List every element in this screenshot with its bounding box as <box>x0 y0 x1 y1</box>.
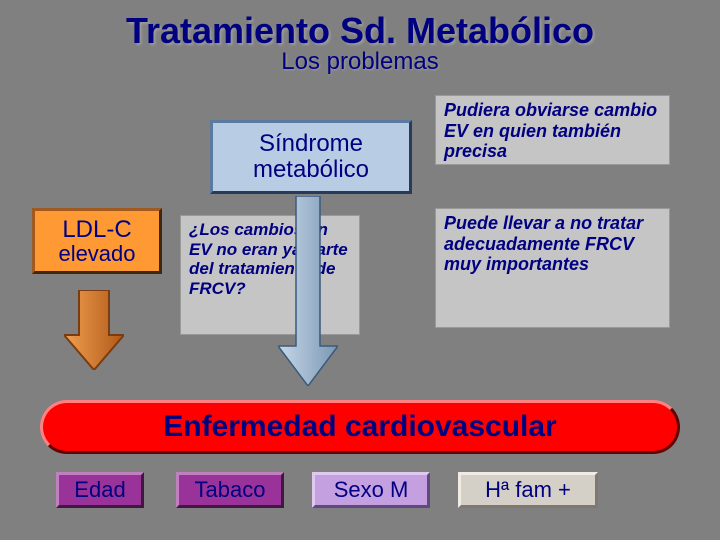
page-subtitle: Los problemas <box>0 48 720 76</box>
tag-edad: Edad <box>56 472 144 508</box>
tag-hfam: Hª fam + <box>458 472 598 508</box>
arrow-down-blue-icon <box>278 196 338 386</box>
sindrome-box: Síndrome metabólico <box>210 120 412 194</box>
page-title: Tratamiento Sd. Metabólico <box>0 0 720 52</box>
cardio-bar: Enfermedad cardiovascular <box>40 400 680 454</box>
ldlc-line1: LDL-C <box>62 217 131 242</box>
sindrome-label: Síndrome metabólico <box>213 131 409 184</box>
ldlc-line2: elevado <box>58 242 135 265</box>
tag-sexo: Sexo M <box>312 472 430 508</box>
cardio-bar-label: Enfermedad cardiovascular <box>163 410 557 444</box>
tag-tabaco: Tabaco <box>176 472 284 508</box>
ldlc-box: LDL-C elevado <box>32 208 162 274</box>
note-obviarse: Pudiera obviarse cambio EV en quien tamb… <box>435 95 670 165</box>
note-frcv: Puede llevar a no tratar adecuadamente F… <box>435 208 670 328</box>
arrow-down-orange-icon <box>64 290 124 370</box>
